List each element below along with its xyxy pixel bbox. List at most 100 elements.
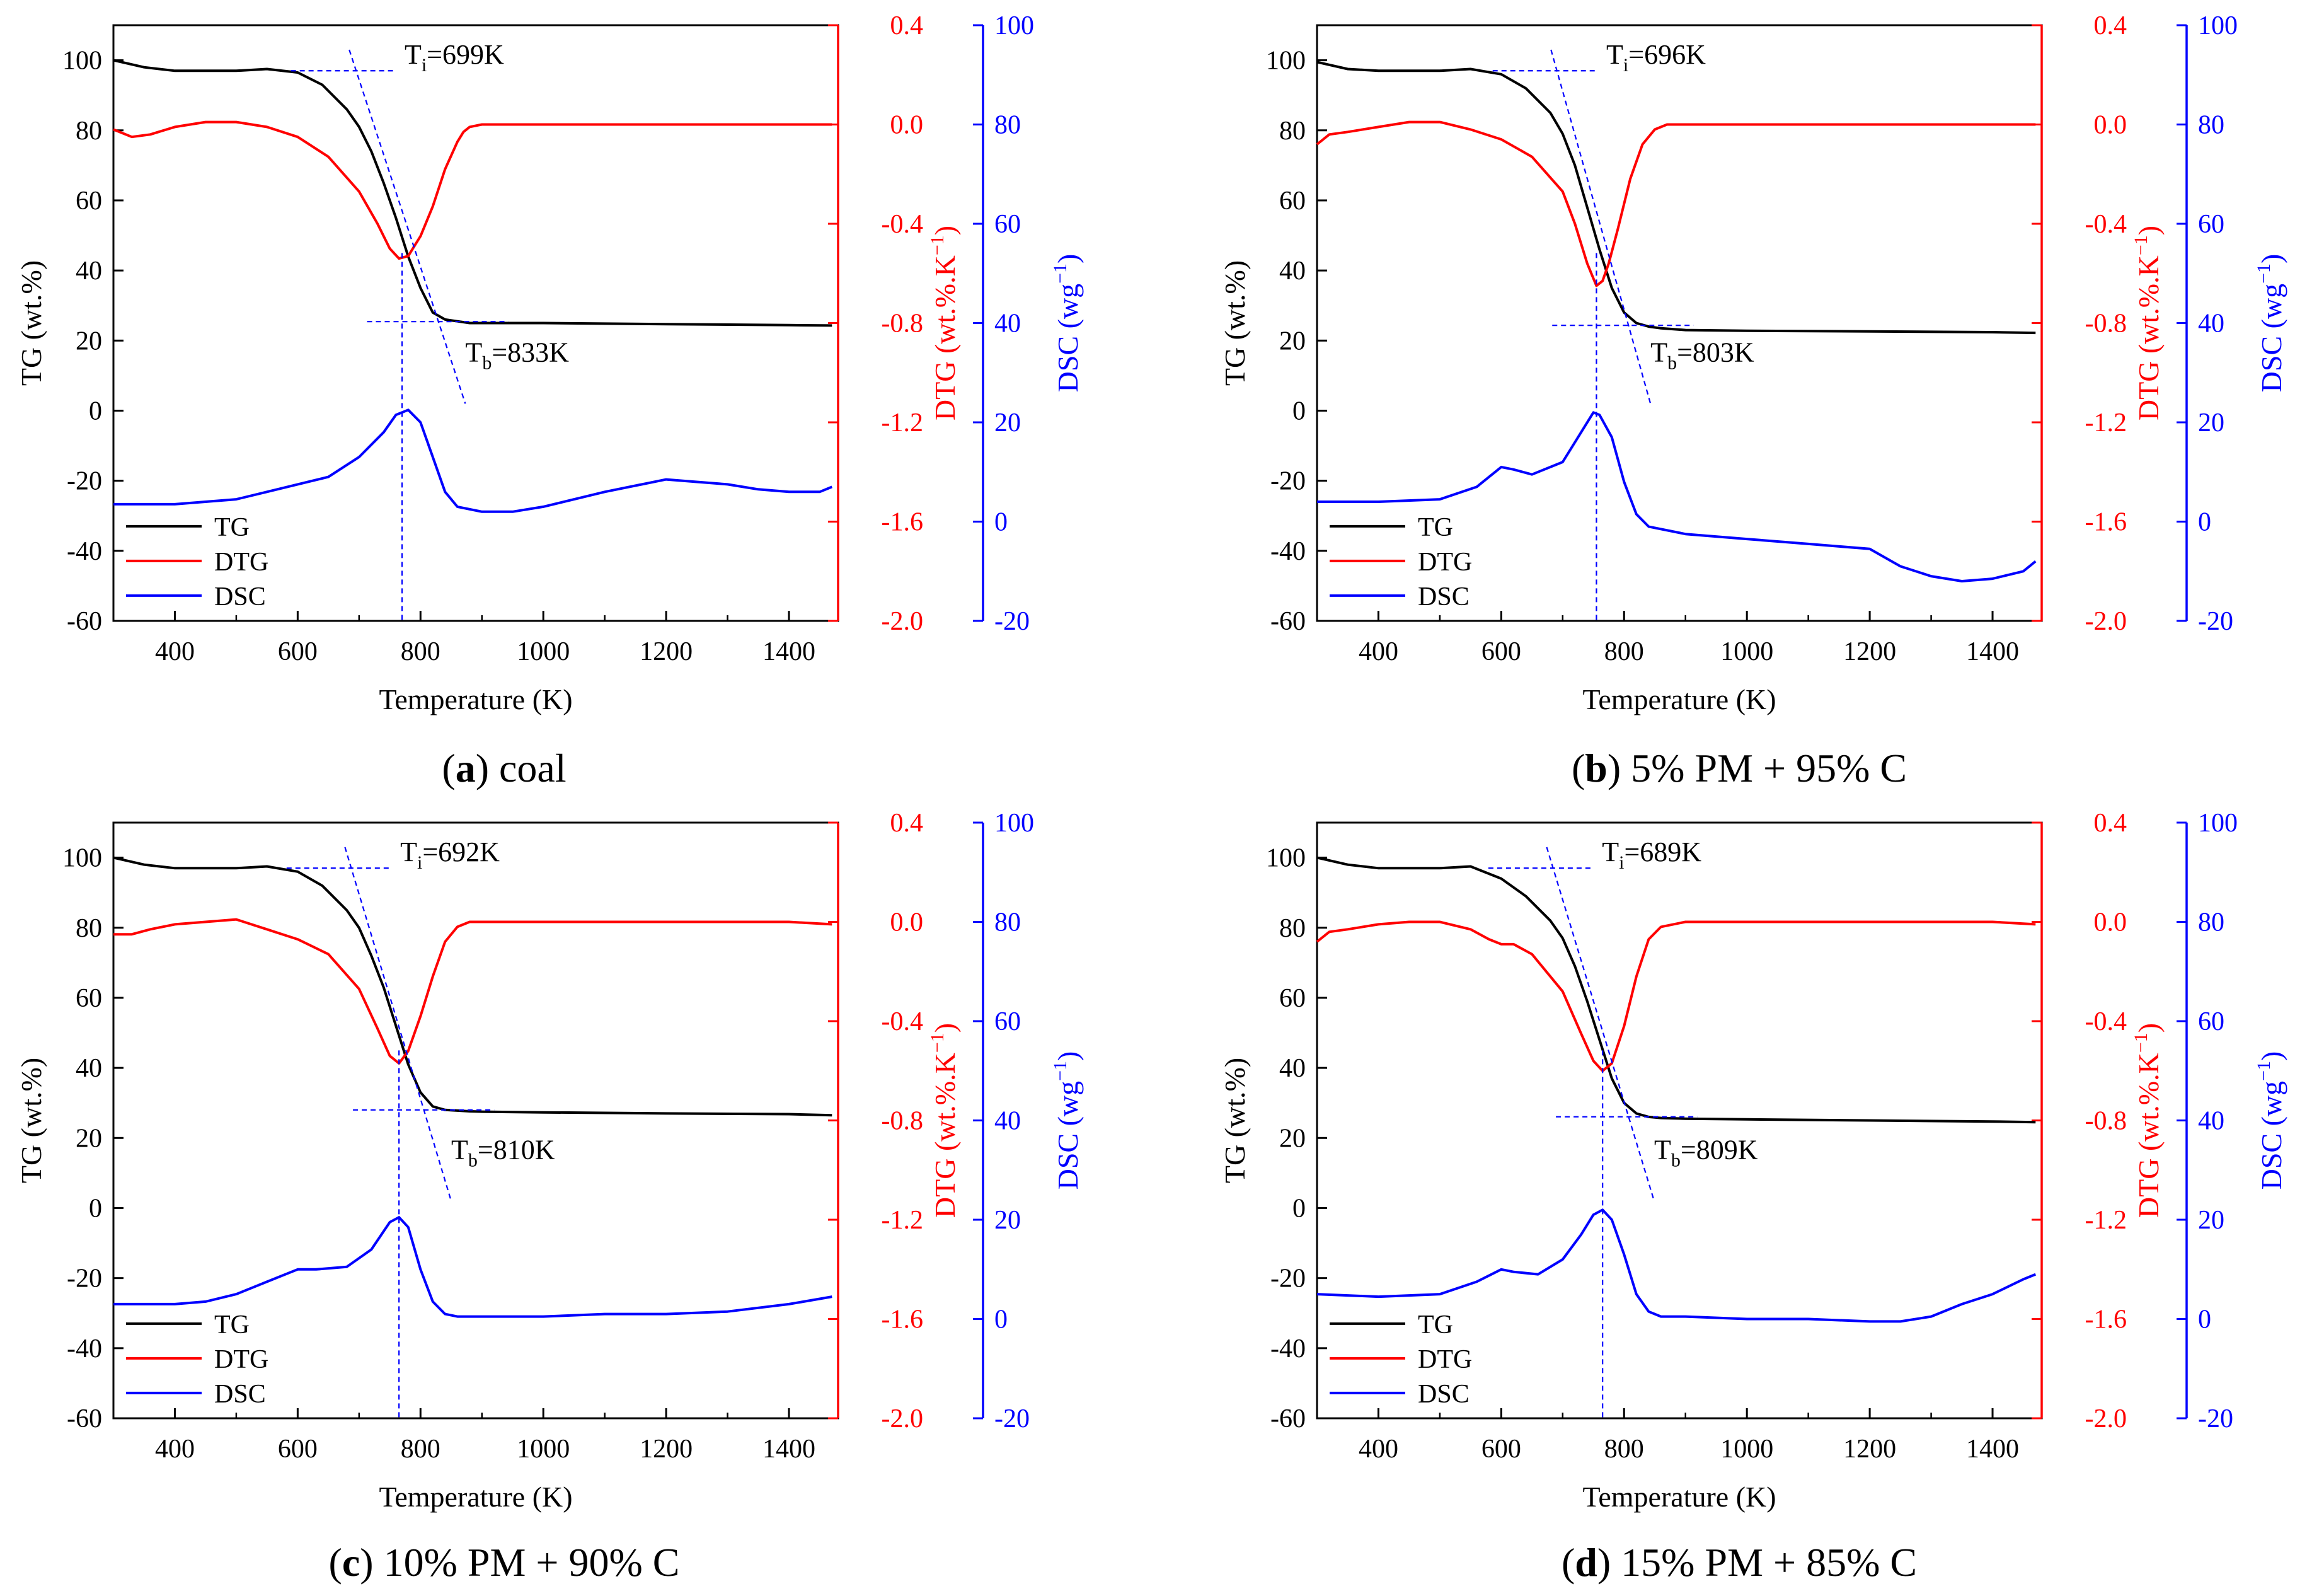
legend-label-dsc: DSC <box>1418 582 1470 611</box>
tg-tick-label: -40 <box>1270 537 1306 566</box>
x-tick-label: 1000 <box>1720 637 1773 666</box>
caption-open-paren: ( <box>442 746 455 790</box>
x-tick-label: 1000 <box>517 1435 570 1464</box>
dtg-tick-label: -2.0 <box>882 1404 924 1433</box>
dtg-tick-label: -0.8 <box>882 310 924 338</box>
dsc-axis-label: DSC (wg−1) <box>1050 1051 1084 1190</box>
tg-tick-label: 100 <box>1266 47 1306 76</box>
series-line-tg <box>1316 856 2036 1124</box>
dtg-tick-label: 0.4 <box>890 11 924 40</box>
dsc-tick-label: 0 <box>2198 1305 2211 1334</box>
tb-annotation-T: T <box>451 1135 468 1166</box>
dsc-axis-label-sup: −1 <box>1050 263 1071 284</box>
dsc-tick-label: 40 <box>2198 1107 2224 1136</box>
caption-letter: c <box>342 1540 360 1585</box>
dsc-tick-label: 80 <box>2198 908 2224 937</box>
dsc-tick-label: 40 <box>994 310 1021 338</box>
tg-tick-label: 20 <box>1279 1124 1306 1153</box>
dtg-tick-label: 0.0 <box>890 111 924 140</box>
dsc-tick-label: 20 <box>2198 408 2224 437</box>
dsc-tick-label: -20 <box>2198 607 2233 636</box>
panel-caption: (c) 10% PM + 90% C <box>329 1540 680 1585</box>
series-line-dtg <box>1316 120 2036 287</box>
tg-tick-label: 20 <box>76 1124 102 1153</box>
ti-annotation: Ti=699K <box>405 39 504 76</box>
tg-tick-label: 60 <box>1279 984 1306 1013</box>
x-tick-label: 1200 <box>640 637 693 666</box>
tb-annotation-T: T <box>1650 337 1667 368</box>
dtg-tick-label: -1.6 <box>2085 508 2127 537</box>
dsc-tick-label: 0 <box>994 508 1008 537</box>
dsc-tick-label: 80 <box>2198 111 2224 140</box>
caption-text: 15% PM + 85% C <box>1611 1540 1917 1585</box>
x-tick-label: 800 <box>1604 1435 1644 1464</box>
caption-text: 5% PM + 95% C <box>1621 746 1907 790</box>
dtg-tick-label: 0.4 <box>2094 11 2127 40</box>
dsc-axis-label-tail: ) <box>1052 254 1084 263</box>
dtg-tick-label: -2.0 <box>2085 1404 2127 1433</box>
tg-tick-label: 40 <box>76 1054 102 1083</box>
dsc-tick-label: -20 <box>994 607 1030 636</box>
dsc-tick-label: 20 <box>994 408 1021 437</box>
dsc-axis-label: DSC (wg−1) <box>1050 254 1084 393</box>
tg-tick-label: 100 <box>1266 844 1306 873</box>
dtg-axis-label: DTG (wt.%.K−1) <box>2131 1023 2165 1218</box>
tg-tick-label: 60 <box>1279 187 1306 216</box>
dsc-axis-label-main: DSC (wg <box>1052 284 1084 393</box>
legend-label-dsc: DSC <box>214 582 266 611</box>
x-axis-label: Temperature (K) <box>379 683 572 715</box>
tg-axis-label: TG (wt.%) <box>1219 1058 1251 1183</box>
x-axis-label: Temperature (K) <box>1582 683 1776 715</box>
caption-close-paren: ) <box>1597 1540 1611 1585</box>
dtg-axis-label-sup: −1 <box>2131 1033 2151 1053</box>
tg-tick-label: 80 <box>1279 914 1306 943</box>
dsc-axis-label-main: DSC (wg <box>1052 1081 1084 1190</box>
dtg-tick-label: -1.6 <box>882 508 924 537</box>
tg-axis-label: TG (wt.%) <box>1219 260 1251 386</box>
dsc-tick-label: 20 <box>994 1206 1021 1235</box>
dsc-tick-label: 80 <box>994 908 1021 937</box>
tg-tick-label: -40 <box>67 537 102 566</box>
tg-axis-label: TG (wt.%) <box>15 1058 47 1183</box>
x-tick-label: 1400 <box>1966 637 2019 666</box>
tg-tick-label: -60 <box>1270 607 1306 636</box>
series-line-dsc <box>1317 411 2037 582</box>
tg-tick-label: -60 <box>67 1404 102 1433</box>
x-tick-label: 800 <box>1604 637 1644 666</box>
dsc-tick-label: 60 <box>994 210 1021 239</box>
dtg-tick-label: -1.6 <box>2085 1305 2127 1334</box>
x-tick-label: 400 <box>1359 1435 1398 1464</box>
tg-tick-label: 0 <box>89 396 102 425</box>
tg-axis-label: TG (wt.%) <box>15 260 47 386</box>
legend-label-dtg: DTG <box>1418 548 1472 577</box>
dtg-axis-label-main: DTG (wt.%.K <box>2132 255 2165 420</box>
dsc-tick-label: 20 <box>2198 1206 2224 1235</box>
tg-tick-label: 40 <box>76 257 102 286</box>
dsc-tick-label: 0 <box>994 1305 1008 1334</box>
x-tick-label: 800 <box>401 637 440 666</box>
tg-tick-label: -20 <box>67 1264 102 1293</box>
legend-label-dtg: DTG <box>214 1345 268 1374</box>
dsc-axis-label-tail: ) <box>2255 1051 2287 1061</box>
dsc-tick-label: 100 <box>994 809 1034 838</box>
dtg-tick-label: -1.2 <box>2085 408 2127 437</box>
tangent-guide <box>344 847 452 1201</box>
dsc-axis-label-sup: −1 <box>2253 263 2274 284</box>
tg-tick-label: -40 <box>67 1334 102 1363</box>
tg-tick-label: 0 <box>1292 1194 1306 1223</box>
dsc-tick-label: 100 <box>994 11 1034 40</box>
x-tick-label: 1400 <box>762 1435 815 1464</box>
dtg-tick-label: 0.4 <box>890 809 924 838</box>
panel-caption: (a) coal <box>442 746 566 790</box>
dtg-axis-label-tail: ) <box>2132 1023 2165 1033</box>
ti-annotation-sub: i <box>1623 55 1628 76</box>
caption-close-paren: ) <box>1608 746 1621 790</box>
legend-label-tg: TG <box>1418 1310 1453 1339</box>
tb-annotation-sub: b <box>1667 353 1677 374</box>
dtg-tick-label: -0.8 <box>2085 1107 2127 1136</box>
